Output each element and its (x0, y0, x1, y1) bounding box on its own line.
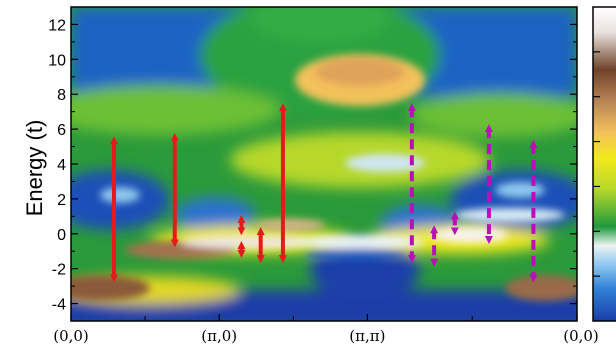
y-tick-label: 12 (48, 17, 66, 34)
y-tick-label: -4 (52, 297, 66, 314)
y-tick-label: -2 (52, 262, 66, 279)
transition-arrows (109, 103, 538, 283)
y-tick-label: 10 (48, 52, 66, 69)
y-axis-ticks: -4 -2 0 2 4 6 8 10 12 (48, 6, 577, 322)
y-tick-label: 8 (57, 87, 66, 104)
y-tick-label: 2 (57, 192, 66, 209)
x-tick-label: (π,π) (349, 327, 385, 345)
x-tick-label: (0,0) (563, 327, 599, 345)
y-tick-label: 4 (57, 157, 66, 174)
y-tick-label: 6 (57, 122, 66, 139)
x-tick-label: (0,0) (53, 327, 89, 345)
heatmap (71, 7, 577, 321)
y-tick-label: 0 (57, 227, 66, 244)
x-axis-ticks: (0,0) (π,0) (π,π) (0,0) (53, 314, 599, 345)
y-axis-label: Energy (t) (22, 120, 47, 217)
x-tick-label: (π,0) (201, 327, 237, 345)
colorbar (592, 6, 616, 322)
